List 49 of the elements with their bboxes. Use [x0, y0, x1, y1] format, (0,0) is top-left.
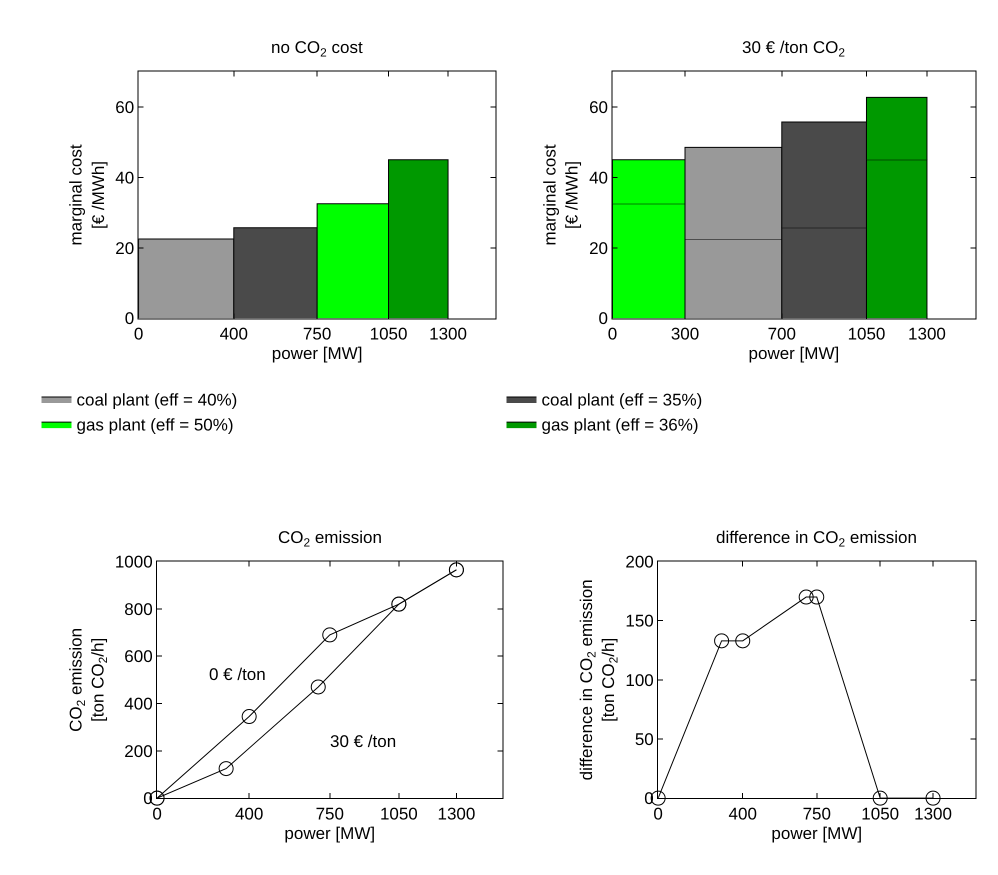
- x-tick-label: 750: [316, 804, 344, 824]
- x-tick-label: 750: [302, 324, 332, 344]
- y-tick-label: 50: [634, 730, 654, 749]
- y-axis-title: marginal cost [€ /MWh]: [66, 144, 108, 246]
- y-tick-label: 600: [124, 647, 153, 666]
- chart-title: 30 € /ton CO$_{2}$: [742, 38, 846, 60]
- x-tick-label: 750: [802, 804, 831, 824]
- y-tick-label: 150: [625, 612, 654, 631]
- y-tick-label: 200: [625, 552, 654, 572]
- y-tick-label: 400: [124, 694, 153, 714]
- x-tick-label: 1300: [429, 324, 467, 344]
- x-tick-label: 400: [234, 804, 264, 824]
- y-tick-label: 1000: [114, 552, 153, 572]
- legend-label: coal plant (eff = 40%): [76, 390, 238, 410]
- x-tick-label: 1300: [914, 804, 952, 824]
- legend-label: gas plant (eff = 36%): [542, 416, 699, 435]
- x-tick-label: 400: [220, 324, 248, 344]
- x-axis-title: power [MW]: [272, 344, 362, 364]
- x-tick-label: 1050: [861, 804, 900, 824]
- chart-title: no CO$_{2}$ cost: [271, 38, 363, 60]
- y-tick-label: 20: [589, 238, 608, 258]
- x-tick-label: 1300: [908, 324, 946, 344]
- x-tick-label: 400: [728, 804, 757, 824]
- x-tick-label: 700: [768, 324, 796, 344]
- y-tick-label: 60: [115, 98, 134, 117]
- x-tick-label: 1050: [380, 804, 418, 824]
- y-tick-label: 20: [115, 238, 134, 258]
- chart-title: difference in CO$_{2}$ emission: [716, 528, 917, 550]
- x-tick-label: 300: [670, 324, 700, 344]
- y-tick-label: 40: [115, 168, 134, 188]
- x-tick-label: 1300: [438, 804, 476, 824]
- legend-label: gas plant (eff = 50%): [76, 416, 234, 435]
- y-axis-title: marginal cost [€ /MWh]: [540, 144, 582, 246]
- series-label: 0 € /ton: [209, 665, 266, 684]
- y-tick-label: 200: [124, 742, 153, 761]
- y-tick-label: 800: [124, 600, 153, 619]
- y-tick-label: 100: [625, 670, 654, 690]
- x-axis-title: power [MW]: [771, 824, 862, 843]
- x-axis-title: power [MW]: [284, 824, 376, 843]
- x-tick-label: 1050: [370, 324, 408, 344]
- text: 30 € /ton: [330, 732, 396, 751]
- chart-title: CO$_{2}$ emission: [278, 528, 382, 550]
- y-tick-label: 0: [124, 309, 134, 328]
- x-axis-title: power [MW]: [748, 344, 840, 364]
- y-tick-label: 60: [589, 98, 608, 117]
- legend-label: coal plant (eff = 35%): [542, 390, 702, 410]
- y-tick-label: 0: [598, 309, 608, 328]
- x-tick-label: 1050: [848, 324, 886, 344]
- y-tick-label: 40: [589, 168, 608, 188]
